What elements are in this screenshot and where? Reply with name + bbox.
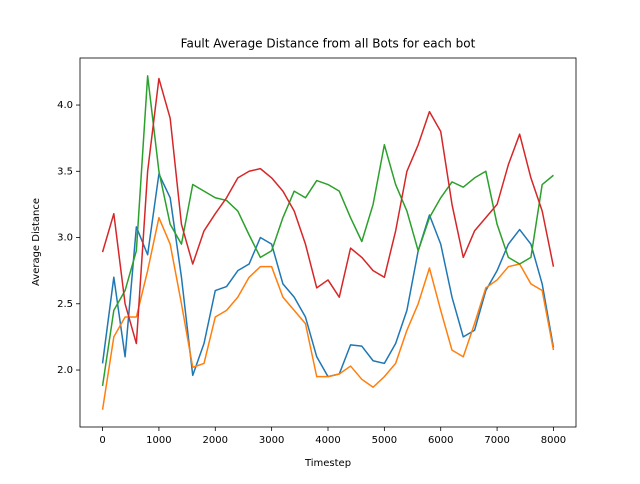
x-axis-label: Timestep xyxy=(304,458,351,469)
y-tick-label: 4.0 xyxy=(57,100,73,111)
y-tick-label: 3.5 xyxy=(57,166,73,177)
x-tick-label: 6000 xyxy=(428,435,453,446)
series-line xyxy=(101,75,554,387)
x-tick-label: 7000 xyxy=(484,435,509,446)
x-tick-label: 8000 xyxy=(541,435,566,446)
plot-frame xyxy=(79,57,577,428)
x-tick-label: 1000 xyxy=(146,435,171,446)
chart-title: Fault Average Distance from all Bots for… xyxy=(181,37,476,51)
y-tick-label: 2.5 xyxy=(57,299,73,310)
x-tick-label: 0 xyxy=(99,435,105,446)
y-tick-label: 2.0 xyxy=(57,365,73,376)
series-line xyxy=(101,77,555,345)
x-tick-label: 4000 xyxy=(315,435,340,446)
y-axis-label: Average Distance xyxy=(31,198,42,286)
x-tick-label: 2000 xyxy=(203,435,228,446)
x-tick-label: 3000 xyxy=(259,435,284,446)
x-tick-label: 5000 xyxy=(372,435,397,446)
series-line xyxy=(101,216,555,410)
y-tick-label: 3.0 xyxy=(57,233,73,244)
